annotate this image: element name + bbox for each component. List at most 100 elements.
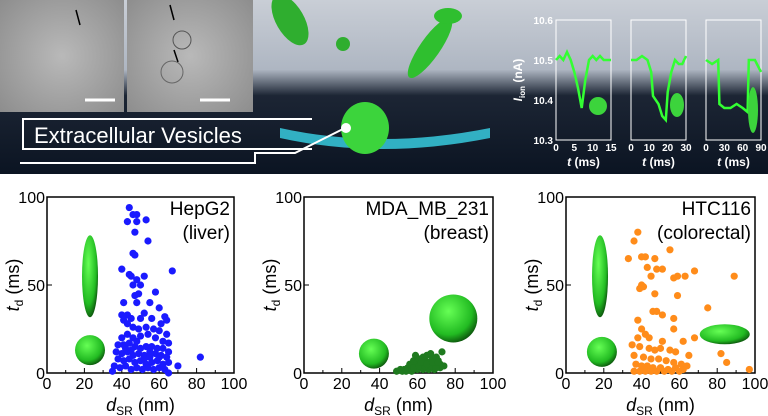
data-point <box>668 367 676 375</box>
x-axis-label: t (ms) <box>642 155 675 169</box>
data-point <box>168 267 176 275</box>
x-tick-label: 40 <box>633 376 651 393</box>
data-point <box>127 346 135 354</box>
y-tick-label: 10.4 <box>534 96 554 107</box>
data-point <box>745 365 753 374</box>
data-point <box>653 265 661 273</box>
data-point <box>125 339 133 347</box>
data-point <box>136 332 145 340</box>
data-point <box>163 330 171 338</box>
x-tick-label: 20 <box>333 376 351 393</box>
data-point <box>140 309 148 317</box>
data-point <box>148 314 156 323</box>
data-point <box>647 367 655 375</box>
vesicle-ellipsoid-icon <box>748 87 758 133</box>
current-trace <box>555 49 611 109</box>
panel-title: HepG2 <box>170 199 230 220</box>
trace-panel-frame <box>555 19 612 141</box>
data-point <box>112 348 120 356</box>
data-point <box>155 304 163 312</box>
x-tick-label: 60 <box>409 376 427 393</box>
x-tick-label: 80 <box>708 376 726 393</box>
data-point <box>164 339 173 347</box>
data-point <box>651 255 659 263</box>
data-point <box>138 365 146 374</box>
data-point <box>653 367 661 375</box>
x-tick-label: 0 <box>628 143 634 154</box>
data-point <box>423 360 431 368</box>
data-point <box>144 237 152 245</box>
scatter-panel-1: 0 20 40 60 80 100 0 50 100 dSR (nm) td (ms) HepG2 (l… <box>3 190 247 416</box>
data-point <box>144 364 152 372</box>
data-point <box>434 358 442 367</box>
data-point <box>651 290 659 298</box>
data-point <box>660 367 668 375</box>
data-point <box>108 367 117 375</box>
data-point <box>690 267 699 275</box>
data-point <box>159 337 167 345</box>
y-axis-label: td (ms) <box>260 259 283 312</box>
data-point <box>641 253 649 261</box>
data-point <box>157 320 165 328</box>
data-point <box>133 364 141 372</box>
current-trace <box>705 57 763 115</box>
y-tick-label: 100 <box>275 190 302 207</box>
data-point <box>155 364 163 372</box>
x-tick-label: 60 <box>737 143 749 154</box>
vesicle-outline <box>172 30 192 50</box>
data-point <box>149 325 158 333</box>
data-point <box>155 327 163 335</box>
data-point <box>636 367 644 375</box>
data-point <box>131 251 139 259</box>
x-tick-label: 60 <box>150 376 168 393</box>
data-point <box>634 228 642 236</box>
data-point <box>140 272 148 280</box>
data-point <box>123 330 132 338</box>
data-point <box>174 362 182 370</box>
data-point <box>142 323 150 331</box>
data-point <box>164 369 173 377</box>
data-point <box>133 211 141 219</box>
data-point <box>148 358 156 367</box>
panel-subtitle: (breast) <box>424 223 489 244</box>
sphere-vesicle-icon <box>358 338 389 369</box>
tem-image-2 <box>127 0 253 112</box>
data-point <box>125 203 133 212</box>
x-tick-label: 80 <box>188 376 206 393</box>
x-tick-label: 30 <box>719 143 731 154</box>
data-point <box>628 341 636 349</box>
caption: Extracellular Vesicles <box>22 118 312 150</box>
arrow-icon <box>75 9 81 26</box>
scatter-panel-2: 0 20 40 60 80 100 0 50 100 dSR (nm) td (ms) MDA_MB_… <box>260 190 506 416</box>
data-point <box>133 337 141 345</box>
data-point <box>121 362 130 370</box>
data-point <box>653 307 661 315</box>
data-point <box>131 228 139 236</box>
data-point <box>658 311 666 319</box>
data-point <box>149 365 158 374</box>
data-point <box>129 323 137 331</box>
scatter-plots: 0 20 40 60 80 100 0 50 100 dSR (nm) td (ms) HepG2 (l… <box>3 190 768 416</box>
arrow-icon <box>169 4 175 21</box>
data-point <box>632 360 640 368</box>
y-tick-label: 50 <box>546 278 564 295</box>
x-tick-label: 30 <box>680 143 692 154</box>
banner-illustration: 10.3 10.4 10.5 10.6 Iion (nA) 0 5 10 15 t (ms) 0 10… <box>0 0 768 174</box>
vesicle-sphere <box>336 37 350 51</box>
data-point <box>634 334 642 342</box>
x-tick-label: 20 <box>76 376 94 393</box>
data-point <box>656 344 665 352</box>
data-point <box>133 218 141 226</box>
tem-image-1 <box>0 0 124 112</box>
data-point <box>655 355 663 363</box>
data-point <box>662 357 670 365</box>
data-point <box>670 314 678 323</box>
y-axis-label: td (ms) <box>3 259 26 312</box>
x-tick-label: 0 <box>703 143 709 154</box>
x-tick-label: 0 <box>562 376 571 393</box>
prolate-ellipsoid-icon <box>592 235 609 318</box>
y-tick-label: 100 <box>537 190 564 207</box>
x-tick-label: 0 <box>300 376 309 393</box>
x-tick-label: 10 <box>587 143 599 154</box>
vesicle-ellipsoid <box>407 17 453 79</box>
